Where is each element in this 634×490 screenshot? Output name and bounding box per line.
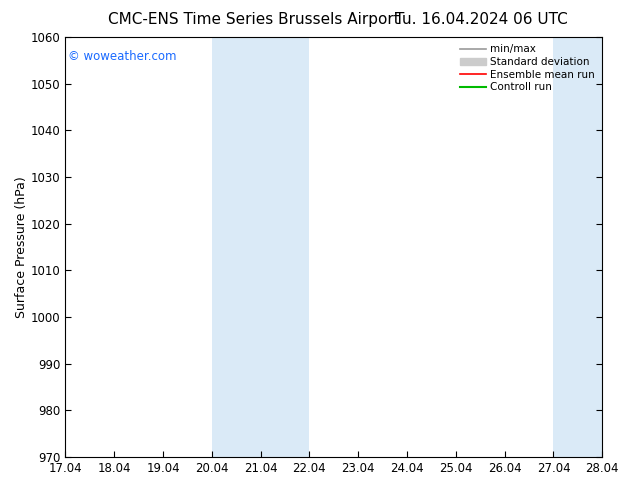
Text: © woweather.com: © woweather.com <box>68 50 177 63</box>
Bar <box>212 37 309 457</box>
Legend: min/max, Standard deviation, Ensemble mean run, Controll run: min/max, Standard deviation, Ensemble me… <box>458 42 597 95</box>
Y-axis label: Surface Pressure (hPa): Surface Pressure (hPa) <box>15 176 28 318</box>
Text: Tu. 16.04.2024 06 UTC: Tu. 16.04.2024 06 UTC <box>396 12 568 27</box>
Bar <box>553 37 626 457</box>
Text: CMC-ENS Time Series Brussels Airport: CMC-ENS Time Series Brussels Airport <box>108 12 399 27</box>
